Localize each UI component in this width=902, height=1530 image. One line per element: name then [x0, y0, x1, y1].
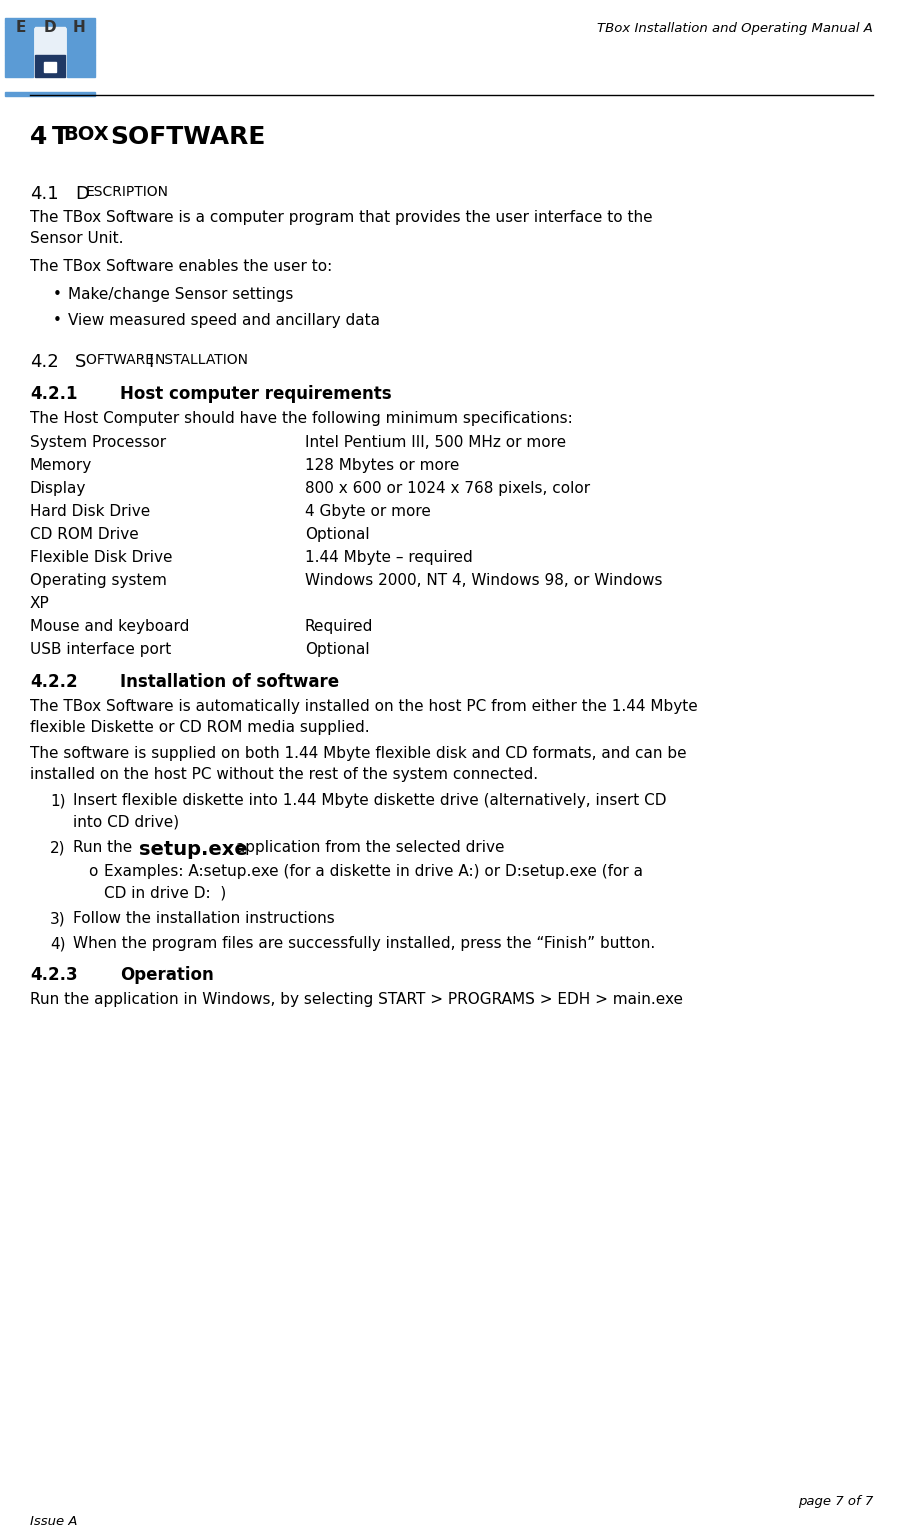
Text: Windows 2000, NT 4, Windows 98, or Windows: Windows 2000, NT 4, Windows 98, or Windo…	[305, 574, 662, 588]
Text: 4): 4)	[50, 936, 66, 952]
Text: 128 Mbytes or more: 128 Mbytes or more	[305, 457, 459, 473]
Text: T: T	[52, 125, 69, 148]
Text: 4.1: 4.1	[30, 185, 59, 203]
Text: 1.44 Mbyte – required: 1.44 Mbyte – required	[305, 549, 473, 565]
Text: •: •	[53, 288, 62, 301]
Bar	[67, 55, 95, 76]
Text: 4: 4	[30, 125, 47, 148]
Text: I: I	[148, 353, 153, 370]
Text: OFTWARE: OFTWARE	[86, 353, 158, 367]
Text: Optional: Optional	[305, 643, 369, 656]
Text: Run the: Run the	[73, 840, 137, 855]
Text: 800 x 600 or 1024 x 768 pixels, color: 800 x 600 or 1024 x 768 pixels, color	[305, 480, 590, 496]
Text: Run the application in Windows, by selecting START > PROGRAMS > EDH > main.exe: Run the application in Windows, by selec…	[30, 991, 682, 1007]
Text: BOX: BOX	[63, 125, 108, 144]
Text: page 7 of 7: page 7 of 7	[796, 1495, 872, 1509]
Text: TBox Installation and Operating Manual A: TBox Installation and Operating Manual A	[596, 21, 872, 35]
Text: Sensor Unit.: Sensor Unit.	[30, 231, 124, 246]
Text: The software is supplied on both 1.44 Mbyte flexible disk and CD formats, and ca: The software is supplied on both 1.44 Mb…	[30, 747, 686, 760]
Text: The TBox Software enables the user to:: The TBox Software enables the user to:	[30, 259, 332, 274]
Text: Make/change Sensor settings: Make/change Sensor settings	[68, 288, 293, 301]
Text: 3): 3)	[50, 910, 66, 926]
Text: into CD drive): into CD drive)	[73, 814, 179, 829]
Bar	[44, 63, 56, 72]
Text: 1): 1)	[50, 793, 66, 808]
Text: Required: Required	[305, 620, 373, 633]
Text: USB interface port: USB interface port	[30, 643, 171, 656]
Text: 4.2.1: 4.2.1	[30, 386, 78, 402]
Text: The TBox Software is a computer program that provides the user interface to the: The TBox Software is a computer program …	[30, 210, 652, 225]
Text: Operation: Operation	[120, 965, 214, 984]
Text: Examples: A:setup.exe (for a diskette in drive A:) or D:setup.exe (for a: Examples: A:setup.exe (for a diskette in…	[104, 864, 642, 880]
Text: SOFTWARE: SOFTWARE	[110, 125, 265, 148]
Text: application from the selected drive: application from the selected drive	[231, 840, 504, 855]
Text: CD ROM Drive: CD ROM Drive	[30, 526, 139, 542]
Text: The Host Computer should have the following minimum specifications:: The Host Computer should have the follow…	[30, 412, 572, 425]
Bar	[5, 28, 33, 55]
Text: flexible Diskette or CD ROM media supplied.: flexible Diskette or CD ROM media suppli…	[30, 721, 369, 734]
Text: Insert flexible diskette into 1.44 Mbyte diskette drive (alternatively, insert C: Insert flexible diskette into 1.44 Mbyte…	[73, 793, 666, 808]
Text: XP: XP	[30, 597, 50, 610]
Text: Memory: Memory	[30, 457, 92, 473]
Text: installed on the host PC without the rest of the system connected.: installed on the host PC without the res…	[30, 767, 538, 782]
Text: Installation of software: Installation of software	[120, 673, 339, 692]
Text: S: S	[75, 353, 87, 370]
Text: H: H	[72, 20, 85, 35]
Text: o: o	[87, 864, 97, 880]
Text: •: •	[53, 314, 62, 327]
Text: Follow the installation instructions: Follow the installation instructions	[73, 910, 335, 926]
Text: 4.2: 4.2	[30, 353, 59, 370]
Text: 2): 2)	[50, 840, 66, 855]
Text: View measured speed and ancillary data: View measured speed and ancillary data	[68, 314, 380, 327]
Text: The TBox Software is automatically installed on the host PC from either the 1.44: The TBox Software is automatically insta…	[30, 699, 697, 715]
Text: Intel Pentium III, 500 MHz or more: Intel Pentium III, 500 MHz or more	[305, 435, 566, 450]
Bar	[5, 18, 95, 23]
Text: E: E	[16, 20, 26, 35]
Text: Hard Disk Drive: Hard Disk Drive	[30, 503, 150, 519]
Text: NSTALLATION: NSTALLATION	[155, 353, 249, 367]
Bar	[5, 55, 33, 76]
Text: System Processor: System Processor	[30, 435, 166, 450]
Text: 4.2.3: 4.2.3	[30, 965, 78, 984]
Text: CD in drive D:  ): CD in drive D: )	[104, 884, 226, 900]
Text: setup.exe: setup.exe	[139, 840, 247, 858]
Text: Host computer requirements: Host computer requirements	[120, 386, 391, 402]
Text: D: D	[75, 185, 88, 203]
Text: Issue A: Issue A	[30, 1515, 78, 1528]
Text: 4 Gbyte or more: 4 Gbyte or more	[305, 503, 430, 519]
Bar	[5, 23, 95, 28]
Bar	[67, 28, 95, 55]
Bar	[35, 28, 65, 55]
Text: D: D	[43, 20, 56, 35]
Text: Display: Display	[30, 480, 87, 496]
Text: Operating system: Operating system	[30, 574, 167, 588]
Text: 4.2.2: 4.2.2	[30, 673, 78, 692]
Text: Optional: Optional	[305, 526, 369, 542]
Bar	[35, 55, 65, 76]
Bar	[5, 92, 95, 96]
Text: ESCRIPTION: ESCRIPTION	[86, 185, 169, 199]
Text: Mouse and keyboard: Mouse and keyboard	[30, 620, 189, 633]
Text: Flexible Disk Drive: Flexible Disk Drive	[30, 549, 172, 565]
Text: When the program files are successfully installed, press the “Finish” button.: When the program files are successfully …	[73, 936, 655, 952]
